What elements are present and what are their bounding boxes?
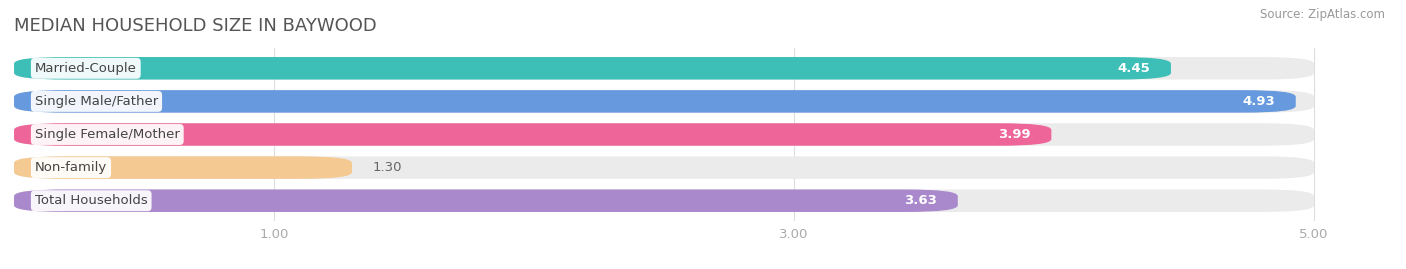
Text: Single Male/Father: Single Male/Father — [35, 95, 157, 108]
Text: 3.63: 3.63 — [904, 194, 936, 207]
Text: 4.45: 4.45 — [1118, 62, 1150, 75]
Text: 3.99: 3.99 — [998, 128, 1031, 141]
Text: Source: ZipAtlas.com: Source: ZipAtlas.com — [1260, 8, 1385, 21]
FancyBboxPatch shape — [14, 57, 1315, 80]
Text: Married-Couple: Married-Couple — [35, 62, 136, 75]
Text: MEDIAN HOUSEHOLD SIZE IN BAYWOOD: MEDIAN HOUSEHOLD SIZE IN BAYWOOD — [14, 17, 377, 35]
FancyBboxPatch shape — [14, 123, 1052, 146]
Text: Non-family: Non-family — [35, 161, 107, 174]
FancyBboxPatch shape — [14, 189, 957, 212]
Text: Total Households: Total Households — [35, 194, 148, 207]
Text: 4.93: 4.93 — [1241, 95, 1275, 108]
FancyBboxPatch shape — [14, 156, 1315, 179]
FancyBboxPatch shape — [14, 57, 1171, 80]
FancyBboxPatch shape — [14, 156, 352, 179]
FancyBboxPatch shape — [14, 90, 1296, 113]
FancyBboxPatch shape — [14, 189, 1315, 212]
Text: Single Female/Mother: Single Female/Mother — [35, 128, 180, 141]
Text: 1.30: 1.30 — [373, 161, 402, 174]
FancyBboxPatch shape — [14, 90, 1315, 113]
FancyBboxPatch shape — [14, 123, 1315, 146]
